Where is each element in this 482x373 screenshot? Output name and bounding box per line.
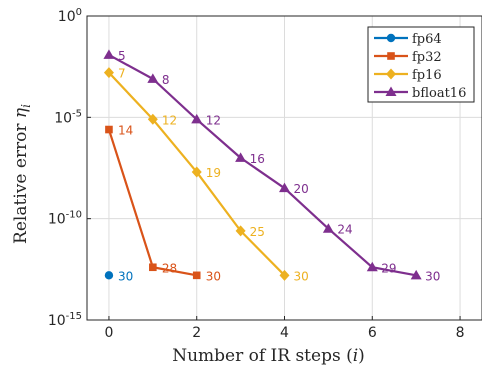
axis-labels: Number of IR steps (i) Relative error ηi — [11, 104, 365, 366]
data-point — [366, 261, 378, 272]
data-point — [104, 271, 114, 280]
y-tick-label: 10-5 — [54, 108, 82, 126]
data-point — [147, 113, 158, 125]
x-tick-label: 6 — [368, 325, 377, 341]
data-label: 29 — [381, 261, 396, 275]
data-label: 8 — [162, 73, 170, 87]
x-tick-label: 4 — [280, 325, 289, 341]
series-bfloat16: 5 8 12 16 20 24 29 30 — [103, 49, 440, 283]
data-label: 5 — [118, 49, 126, 63]
y-tick-label: 10-10 — [48, 210, 82, 228]
data-label: 25 — [250, 225, 265, 239]
y-axis-label: Relative error ηi — [11, 104, 33, 244]
series-fp16: 7 12 19 25 30 — [103, 67, 309, 283]
data-point — [410, 269, 422, 280]
series-line — [108, 53, 417, 277]
data-label: 30 — [118, 269, 133, 283]
data-point — [149, 263, 157, 272]
y-tick-label: 100 — [58, 7, 82, 25]
data-label: 24 — [337, 223, 352, 237]
data-point — [103, 67, 114, 79]
x-tick-label: 8 — [456, 325, 465, 341]
data-point — [103, 49, 115, 59]
data-label: 12 — [162, 113, 177, 127]
x-tick-label: 0 — [104, 325, 113, 341]
data-label: 19 — [206, 166, 221, 180]
data-label: 30 — [206, 269, 221, 283]
legend-marker-fp16 — [386, 68, 396, 80]
series-layer: 30 14 28 30 7 12 19 25 30 5 8 12 16 20 24 29 30 — [103, 49, 440, 283]
legend: fp64 fp32 fp16 bfloat16 — [367, 26, 475, 103]
x-axis-label: Number of IR steps (i) — [172, 346, 365, 366]
data-point — [191, 166, 202, 178]
legend-marker-fp32 — [387, 52, 395, 60]
data-point — [105, 125, 113, 134]
legend-box — [367, 26, 475, 103]
legend-marker-fp64 — [386, 33, 396, 43]
data-label: 7 — [118, 67, 126, 81]
series-line — [107, 129, 197, 277]
data-point — [235, 152, 247, 162]
x-tick-label: 2 — [192, 325, 201, 341]
data-point — [279, 182, 290, 193]
data-label: 12 — [206, 113, 221, 127]
legend-label-fp16: fp16 — [412, 68, 442, 83]
data-label: 16 — [250, 152, 265, 166]
data-point — [192, 271, 201, 280]
legend-label-fp64: fp64 — [412, 32, 442, 47]
series-fp32: 14 28 30 — [105, 124, 221, 283]
data-point — [322, 223, 334, 233]
data-label: 30 — [294, 269, 309, 283]
legend-marker-bfloat16 — [385, 86, 397, 96]
data-point — [191, 113, 203, 124]
data-label: 14 — [118, 124, 133, 138]
data-label: 20 — [294, 182, 309, 196]
y-tick-label: 10-15 — [48, 311, 82, 329]
legend-label-bfloat16: bfloat16 — [412, 86, 466, 101]
data-point — [147, 73, 159, 83]
data-point — [235, 225, 246, 237]
data-label: 28 — [162, 261, 177, 275]
data-label: 30 — [425, 269, 440, 283]
data-point — [279, 269, 290, 281]
series-fp64: 30 — [104, 269, 133, 283]
legend-label-fp32: fp32 — [412, 50, 442, 65]
